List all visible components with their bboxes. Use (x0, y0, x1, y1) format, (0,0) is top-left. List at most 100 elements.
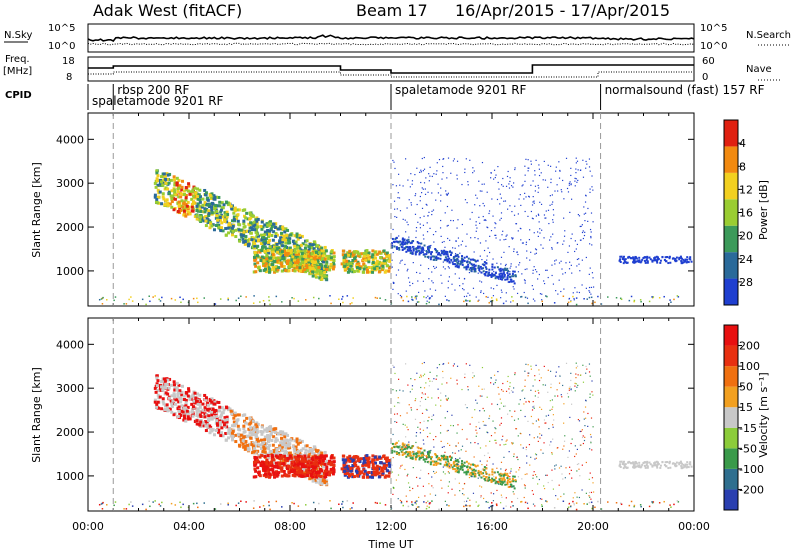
power-echo (654, 259, 657, 262)
velocity-echo (229, 429, 233, 433)
velocity-echo (566, 392, 569, 395)
power-echo (591, 244, 593, 246)
velocity-echo (487, 477, 490, 480)
velocity-echo (195, 414, 199, 418)
power-echo (440, 187, 442, 189)
power-echo (272, 256, 276, 260)
power-echo (215, 214, 219, 218)
power-echo (522, 242, 524, 244)
power-echo (340, 262, 344, 266)
power-echo (507, 281, 509, 283)
power-echo (273, 225, 277, 229)
velocity-echo (276, 432, 280, 436)
velocity-echo (508, 480, 511, 483)
velocity-echo (328, 473, 332, 477)
power-echo (317, 265, 321, 269)
power-echo (280, 231, 284, 235)
power-echo (370, 267, 374, 271)
velocity-echo (205, 413, 209, 417)
velocity-echo (301, 468, 305, 472)
power-echo (449, 250, 451, 252)
power-echo (387, 269, 391, 273)
velocity-echo (272, 435, 276, 439)
power-echo (533, 266, 535, 268)
velocity-echo (254, 444, 258, 448)
power-echo (592, 286, 595, 288)
power-echo (525, 241, 528, 243)
velocity-echo (267, 472, 271, 476)
velocity-echo (412, 454, 415, 457)
power-echo (406, 270, 408, 272)
power-echo (272, 267, 276, 271)
velocity-echo (447, 485, 449, 487)
power-echo (314, 260, 318, 264)
power-echo (419, 243, 422, 245)
power-echo (397, 247, 400, 250)
velocity-echo (243, 413, 247, 417)
velocity-echo (460, 449, 462, 451)
power-echo (447, 224, 449, 227)
velocity-echo (469, 472, 472, 475)
velocity-echo (170, 410, 174, 414)
velocity-echo (298, 467, 302, 471)
power-echo (263, 242, 267, 246)
velocity-echo (178, 389, 182, 393)
velocity-echo (175, 388, 179, 392)
power-echo (506, 279, 508, 281)
velocity-echo (506, 472, 509, 475)
power-echo (349, 264, 353, 268)
velocity-echo (220, 406, 224, 410)
velocity-echo (440, 457, 443, 460)
power-echo (249, 231, 253, 235)
velocity-echo (419, 428, 421, 430)
velocity-echo (180, 404, 184, 408)
power-echo (276, 250, 280, 254)
velocity-echo (536, 476, 538, 478)
velocity-echo (310, 451, 314, 455)
power-echo (440, 194, 442, 196)
power-echo (431, 213, 433, 216)
velocity-echo (497, 481, 500, 484)
velocity-echo (461, 428, 463, 431)
power-echo (294, 250, 298, 254)
power-echo (352, 250, 356, 254)
power-echo (446, 253, 449, 256)
power-echo (513, 250, 515, 253)
velocity-echo (356, 474, 360, 478)
power-echo (255, 233, 259, 237)
power-echo (257, 266, 261, 270)
velocity-echo (407, 454, 410, 457)
power-echo (500, 184, 503, 186)
velocity-echo (315, 449, 319, 453)
velocity-echo (266, 465, 270, 469)
power-echo (262, 236, 266, 240)
power-echo (367, 265, 371, 269)
power-echo (538, 221, 540, 223)
power-echo (532, 298, 535, 300)
velocity-echo (249, 431, 253, 435)
power-echo (463, 266, 466, 269)
power-echo (463, 277, 466, 280)
power-echo (313, 273, 317, 277)
power-echo (445, 253, 448, 256)
power-echo (644, 256, 647, 259)
velocity-echo (245, 416, 249, 420)
power-echo (447, 255, 450, 258)
power-echo (248, 211, 252, 215)
power-echo (477, 267, 480, 270)
power-echo (449, 239, 451, 241)
velocity-echo (204, 424, 208, 428)
power-echo (509, 267, 511, 269)
velocity-echo (465, 460, 468, 463)
velocity-echo (483, 466, 486, 469)
power-echo (651, 297, 654, 299)
velocity-echo (394, 443, 397, 446)
power-echo (396, 208, 398, 210)
power-echo (473, 251, 475, 253)
velocity-echo (412, 453, 415, 456)
power-echo (270, 249, 274, 253)
power-echo (409, 242, 412, 245)
power-echo (567, 301, 570, 304)
power-echo (422, 224, 425, 226)
velocity-echo (374, 461, 378, 465)
